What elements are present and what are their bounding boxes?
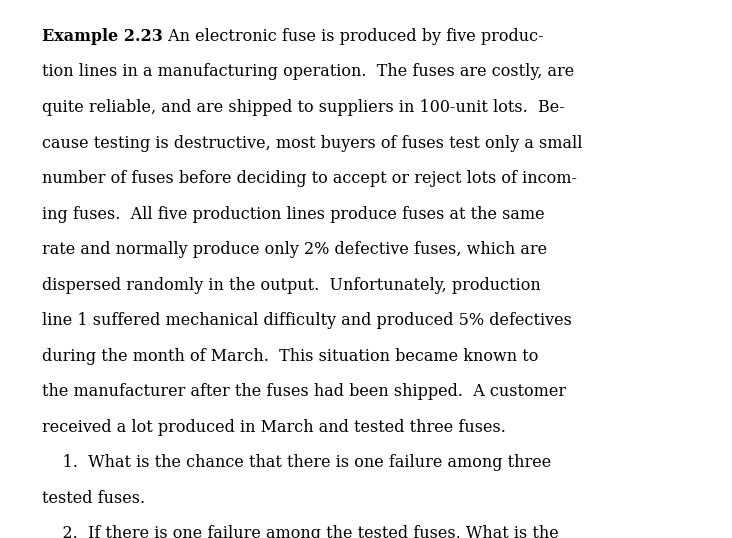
Text: cause testing is destructive, most buyers of fuses test only a small: cause testing is destructive, most buyer…	[42, 134, 583, 152]
Text: An electronic fuse is produced by five produc-: An electronic fuse is produced by five p…	[163, 28, 543, 45]
Text: ing fuses.  All five production lines produce fuses at the same: ing fuses. All five production lines pro…	[42, 206, 545, 223]
Text: rate and normally produce only 2% defective fuses, which are: rate and normally produce only 2% defect…	[42, 241, 547, 258]
Text: number of fuses before deciding to accept or reject lots of incom-: number of fuses before deciding to accep…	[42, 170, 577, 187]
Text: received a lot produced in March and tested three fuses.: received a lot produced in March and tes…	[42, 419, 506, 435]
Text: 2.  If there is one failure among the tested fuses, What is the: 2. If there is one failure among the tes…	[42, 525, 559, 538]
Text: tested fuses.: tested fuses.	[42, 490, 145, 506]
Text: tion lines in a manufacturing operation.  The fuses are costly, are: tion lines in a manufacturing operation.…	[42, 63, 574, 81]
Text: dispersed randomly in the output.  Unfortunately, production: dispersed randomly in the output. Unfort…	[42, 277, 541, 294]
Text: quite reliable, and are shipped to suppliers in 100-unit lots.  Be-: quite reliable, and are shipped to suppl…	[42, 99, 565, 116]
Text: Example 2.23: Example 2.23	[42, 28, 163, 45]
Text: 1.  What is the chance that there is one failure among three: 1. What is the chance that there is one …	[42, 454, 551, 471]
Text: the manufacturer after the fuses had been shipped.  A customer: the manufacturer after the fuses had bee…	[42, 383, 566, 400]
Text: during the month of March.  This situation became known to: during the month of March. This situatio…	[42, 348, 538, 365]
Text: line 1 suffered mechanical difficulty and produced 5% defectives: line 1 suffered mechanical difficulty an…	[42, 312, 572, 329]
